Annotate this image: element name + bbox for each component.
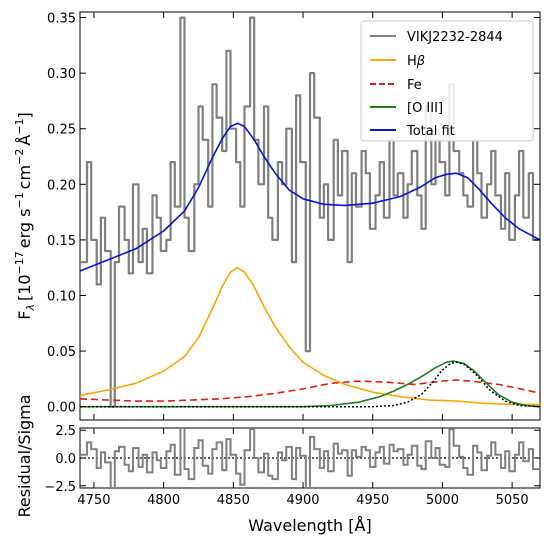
series-vikj2232-2844 [80,16,540,408]
legend-label-total-fit: Total fit [406,124,455,139]
main-y-tick-label: 0.35 [47,12,76,27]
ylabel-exp-17: −17 [13,251,26,274]
residual-panel-y-ticks: 2.5 0.0 −2.5 [44,424,540,495]
ylabel-angstrom: Å [15,135,34,146]
ylabel-exp-angstrom: −1 [13,118,26,134]
ylabel-cm: cm [15,165,34,189]
x-tick-label: 5050 [496,493,529,508]
ylabel-lambda: λ [24,304,37,312]
main-y-tick-label: 0.15 [47,234,76,249]
legend-label-hbeta: Hβ [407,54,425,69]
main-y-tick-label: 0.25 [47,123,76,138]
legend-box [360,20,534,142]
ylabel-f: F [15,311,34,320]
main-y-tick-label: 0.05 [47,345,76,360]
legend: VIKJ2232-2844 Hβ Fe [O III] Total fit [360,20,534,142]
legend-label-hbeta-symbol: β [416,54,425,69]
x-tick-label: 4800 [147,493,180,508]
legend-label-vikj: VIKJ2232-2844 [407,30,503,45]
main-y-tick-label: 0.10 [47,289,76,304]
x-tick-label: 4750 [77,493,110,508]
ylabel-exp-cm: −2 [13,149,26,165]
main-y-tick-label: 0.00 [47,401,76,416]
ylabel-bracket-open: [10 [15,274,34,301]
main-panel-y-ticks: 0.00 0.05 0.10 0.15 0.20 0.25 0.30 0.35 [47,12,540,420]
x-axis-label: Wavelength [Å] [248,516,371,535]
residual-y-axis-label: Residual/Sigma [15,394,34,517]
ylabel-bracket-close: ] [15,112,34,118]
residual-panel-x-ticks: 4750 4800 4850 4900 4950 5000 5050 [77,428,529,508]
x-tick-label: 5000 [426,493,459,508]
x-tick-label: 4900 [286,493,319,508]
residual-y-tick-label: 0.0 [55,452,76,467]
main-panel-plot [80,16,540,408]
main-y-axis-label: Fλ[10−17erg s−1cm−2Å−1] [13,112,37,320]
ylabel-erg: erg s [15,208,34,248]
residual-panel-plot [80,428,540,488]
legend-label-fe: Fe [407,78,422,93]
residual-y-tick-label: −2.5 [44,480,76,495]
series-h [80,266,540,406]
series-total-fit [80,122,540,272]
main-y-tick-label: 0.30 [47,67,76,82]
series-fe [80,379,540,402]
ylabel-exp-s: −1 [13,192,26,208]
x-tick-label: 4950 [356,493,389,508]
residual-y-tick-label: 2.5 [55,424,76,439]
main-y-tick-label: 0.20 [47,178,76,193]
x-tick-label: 4850 [217,493,250,508]
series-oiii-component-0 [80,361,540,408]
residual-series [80,428,540,488]
legend-label-hbeta-main: H [407,54,417,69]
legend-label-oiii: [O III] [407,101,443,116]
series-o-iii [80,360,540,408]
